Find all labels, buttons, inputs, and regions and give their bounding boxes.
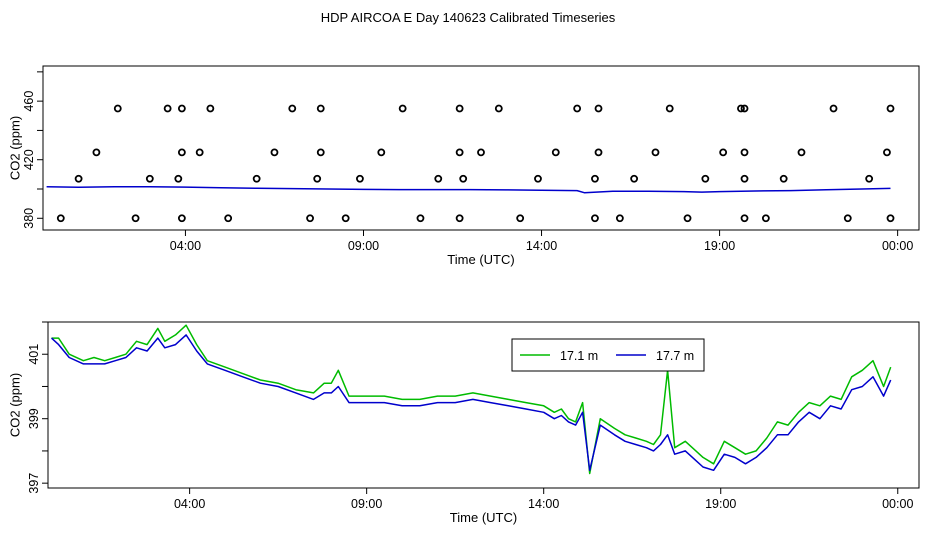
flag-point: [615, 214, 624, 223]
y-tick-label: 399: [27, 408, 41, 429]
flag-point: [594, 148, 603, 157]
flag-point: [591, 174, 599, 183]
flag-point: [356, 174, 364, 183]
x-tick-label: 00:00: [882, 239, 913, 253]
flag-point: [591, 214, 599, 223]
x-tick-label: 09:00: [351, 497, 382, 511]
flag-point: [177, 214, 186, 223]
series-line-17-1m: [51, 324, 892, 475]
flag-point: [779, 174, 788, 183]
flag-point: [651, 148, 660, 157]
flag-point: [316, 104, 325, 113]
x-tick-label: 09:00: [348, 239, 379, 253]
flag-point: [477, 148, 485, 157]
x-axis-label: Time (UTC): [447, 252, 514, 267]
flag-point: [797, 148, 806, 157]
flag-point: [494, 104, 503, 113]
bottom-panel: 04:00 09:00 14:00 19:00 00:00 397 399 401 Time (…: [8, 321, 920, 525]
legend-label: 17.7 m: [656, 349, 694, 363]
y-axis-label: CO2 (ppm): [8, 116, 23, 180]
flag-point: [377, 148, 386, 157]
flag-point: [455, 104, 464, 113]
y-tick-label: 397: [27, 473, 41, 494]
flag-point: [416, 214, 425, 223]
plot-frame: [47, 321, 920, 489]
flag-point: [398, 104, 407, 113]
flag-point: [761, 214, 770, 223]
flag-point: [177, 104, 186, 113]
flag-point: [701, 174, 710, 183]
flag-point: [829, 104, 838, 113]
flag-point: [719, 148, 728, 157]
flag-point: [92, 148, 101, 157]
flag-point: [551, 148, 560, 157]
flag-point: [288, 104, 297, 113]
flag-point: [516, 214, 525, 223]
flag-point: [594, 104, 603, 113]
flag-point: [534, 174, 542, 183]
chart-title: HDP AIRCOA E Day 140623 Calibrated Times…: [321, 10, 616, 25]
flag-point: [740, 104, 749, 113]
flag-point: [306, 214, 314, 223]
flag-point: [113, 104, 122, 113]
flag-point: [316, 148, 325, 157]
flag-point: [195, 148, 204, 157]
flag-point: [145, 174, 154, 183]
x-axis-label: Time (UTC): [450, 510, 517, 525]
flag-point: [252, 174, 261, 183]
flag-point: [883, 148, 891, 157]
flag-point: [163, 104, 172, 113]
flag-point: [573, 104, 582, 113]
flag-point: [740, 214, 749, 223]
flag-point: [459, 174, 468, 183]
flag-point: [224, 214, 233, 223]
series-line-17-7m: [50, 334, 892, 472]
legend-label: 17.1 m: [560, 349, 598, 363]
x-tick-label: 14:00: [528, 497, 559, 511]
flag-point: [434, 174, 443, 183]
y-tick-label: 460: [22, 91, 36, 112]
flag-point: [313, 174, 322, 183]
y-tick-label: 380: [22, 208, 36, 229]
flag-point: [630, 174, 639, 183]
flag-point: [56, 214, 65, 223]
top-panel: 04:00 09:00 14:00 19:00 00:00 380 420 460 Time (…: [8, 65, 920, 267]
flag-point: [270, 148, 279, 157]
x-tick-label: 00:00: [882, 497, 913, 511]
co2-series-line: [46, 185, 891, 194]
flag-point: [886, 104, 895, 113]
legend: 17.1 m 17.7 m: [511, 338, 705, 372]
flag-point: [74, 174, 83, 183]
flag-point: [843, 214, 852, 223]
flag-point: [174, 174, 183, 183]
flag-point: [865, 174, 874, 183]
flag-point: [740, 148, 749, 157]
flag-point: [886, 214, 895, 223]
flag-point: [740, 174, 749, 183]
plot-frame: [42, 65, 920, 231]
x-tick-label: 19:00: [705, 497, 736, 511]
flag-point: [206, 104, 215, 113]
x-tick-label: 04:00: [174, 497, 205, 511]
flag-point: [455, 148, 464, 157]
flag-point: [455, 214, 464, 223]
flag-point: [665, 104, 674, 113]
flag-point: [683, 214, 692, 223]
x-tick-label: 04:00: [170, 239, 201, 253]
y-axis-label: CO2 (ppm): [8, 373, 23, 437]
x-tick-label: 14:00: [526, 239, 557, 253]
flag-point: [131, 214, 140, 223]
x-tick-label: 19:00: [704, 239, 735, 253]
flag-point: [177, 148, 186, 157]
y-tick-label: 401: [27, 344, 41, 365]
y-tick-label: 420: [22, 149, 36, 170]
flag-point: [341, 214, 350, 223]
flag-point: [737, 104, 745, 113]
